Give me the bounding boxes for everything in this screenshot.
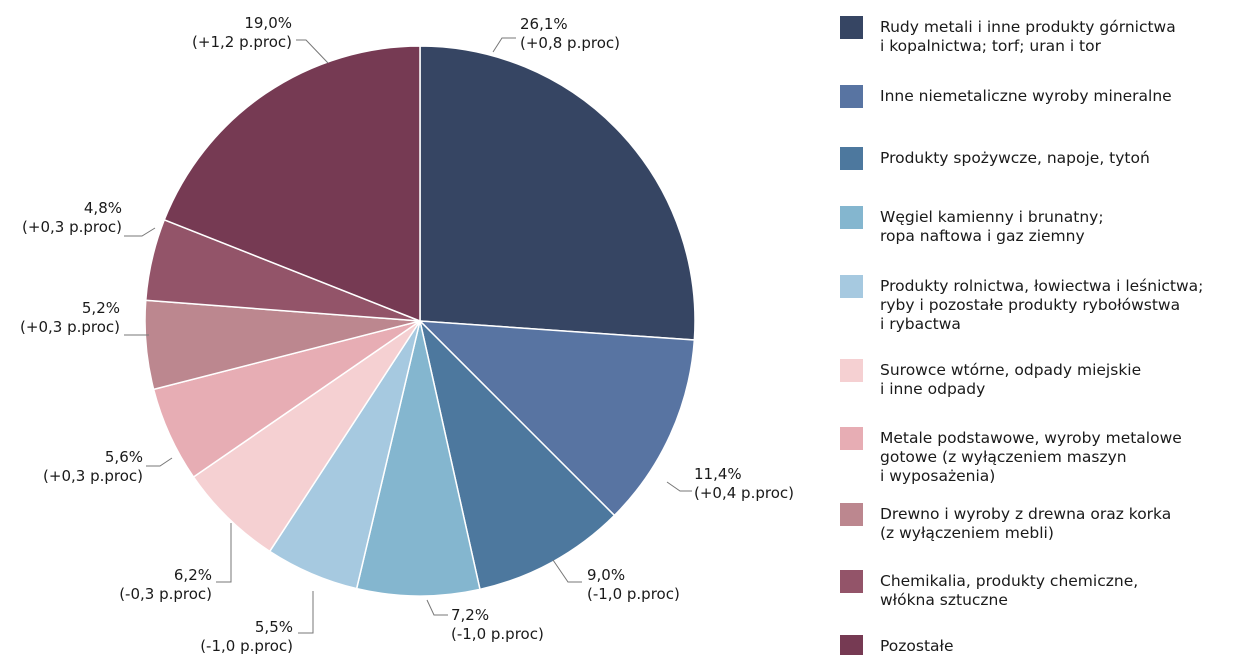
leader-line [124, 227, 156, 237]
legend-swatch [840, 503, 863, 526]
slice-change-label: (+0,8 p.proc) [520, 34, 620, 52]
legend-item: Drewno i wyroby z drewna oraz korka(z wy… [840, 503, 1171, 542]
pie-slice [419, 45, 696, 341]
leader-line [666, 481, 692, 492]
legend-swatch [840, 570, 863, 593]
legend-item: Pozostałe [840, 635, 954, 655]
legend-swatch [840, 427, 863, 450]
pie-slice [163, 45, 421, 323]
slice-change-label: (+0,3 p.proc) [20, 318, 120, 336]
legend-label: i wyposażenia) [880, 467, 995, 485]
slice-value-label: 5,5% [255, 618, 293, 636]
legend-swatch [840, 85, 863, 108]
legend-label: Surowce wtórne, odpady miejskie [880, 361, 1141, 379]
pie-slices [144, 45, 696, 597]
slice-change-label: (-1,0 p.proc) [200, 637, 293, 655]
legend-label: ryby i pozostałe produkty rybołówstwa [880, 296, 1180, 314]
legend-item: Chemikalia, produkty chemiczne,włókna sz… [840, 570, 1138, 609]
legend-swatch [840, 359, 863, 382]
slice-change-label: (+0,3 p.proc) [43, 467, 143, 485]
slice-value-label: 7,2% [451, 606, 489, 624]
slice-value-label: 6,2% [174, 566, 212, 584]
leader-line [552, 559, 582, 583]
slice-value-label: 5,6% [105, 448, 143, 466]
legend-label: włókna sztuczne [880, 591, 1008, 609]
leader-line [296, 39, 329, 64]
legend-label: (z wyłączeniem mebli) [880, 524, 1054, 542]
legend-label: Rudy metali i inne produkty górnictwa [880, 18, 1176, 36]
slice-value-label: 19,0% [244, 14, 292, 32]
legend-label: Inne niemetaliczne wyroby mineralne [880, 87, 1172, 105]
pie-slice [418, 320, 696, 517]
slice-change-label: (-1,0 p.proc) [587, 585, 680, 603]
legend-label: Produkty rolnictwa, łowiectwa i leśnictw… [880, 277, 1203, 295]
leader-line [146, 457, 173, 467]
legend-item: Produkty rolnictwa, łowiectwa i leśnictw… [840, 275, 1203, 333]
slice-value-label: 4,8% [84, 199, 122, 217]
legend-label: Metale podstawowe, wyroby metalowe [880, 429, 1182, 447]
legend-item: Metale podstawowe, wyroby metalowegotowe… [840, 427, 1182, 485]
legend-label: i kopalnictwa; torf; uran i tor [880, 37, 1102, 55]
slice-change-label: (-0,3 p.proc) [119, 585, 212, 603]
legend-label: Chemikalia, produkty chemiczne, [880, 572, 1138, 590]
leader-line [426, 599, 448, 616]
legend-label: Drewno i wyroby z drewna oraz korka [880, 505, 1171, 523]
slice-change-label: (+0,3 p.proc) [22, 218, 122, 236]
legend-label: Produkty spożywcze, napoje, tytoń [880, 149, 1150, 167]
pie-slice [418, 318, 616, 591]
slice-change-label: (+0,4 p.proc) [694, 484, 794, 502]
slice-labels: 26,1%(+0,8 p.proc) 11,4%(+0,4 p.proc) 9,0%… [20, 14, 794, 655]
slice-value-label: 9,0% [587, 566, 625, 584]
legend-swatch [840, 147, 863, 170]
leader-line [216, 523, 232, 583]
legend-label: Węgiel kamienny i brunatny; [880, 208, 1104, 226]
legend-swatch [840, 206, 863, 229]
slice-value-label: 26,1% [520, 15, 568, 33]
slice-change-label: (-1,0 p.proc) [451, 625, 544, 643]
slice-change-label: (+1,2 p.proc) [192, 33, 292, 51]
leader-lines [124, 37, 692, 634]
legend-item: Inne niemetaliczne wyroby mineralne [840, 85, 1172, 108]
slice-value-label: 5,2% [82, 299, 120, 317]
leader-line [298, 591, 314, 634]
legend-swatch [840, 16, 863, 39]
leader-line [492, 37, 516, 53]
slice-value-label: 11,4% [694, 465, 742, 483]
legend-item: Węgiel kamienny i brunatny;ropa naftowa … [840, 206, 1104, 245]
legend-label: Pozostałe [880, 637, 954, 655]
legend-label: ropa naftowa i gaz ziemny [880, 227, 1085, 245]
legend-swatch [840, 275, 863, 298]
pie-slice [355, 320, 481, 597]
legend-label: i inne odpady [880, 380, 985, 398]
legend-item: Produkty spożywcze, napoje, tytoń [840, 147, 1150, 170]
legend-label: i rybactwa [880, 315, 961, 333]
legend-swatch [840, 635, 863, 655]
legend-label: gotowe (z wyłączeniem maszyn [880, 448, 1127, 466]
